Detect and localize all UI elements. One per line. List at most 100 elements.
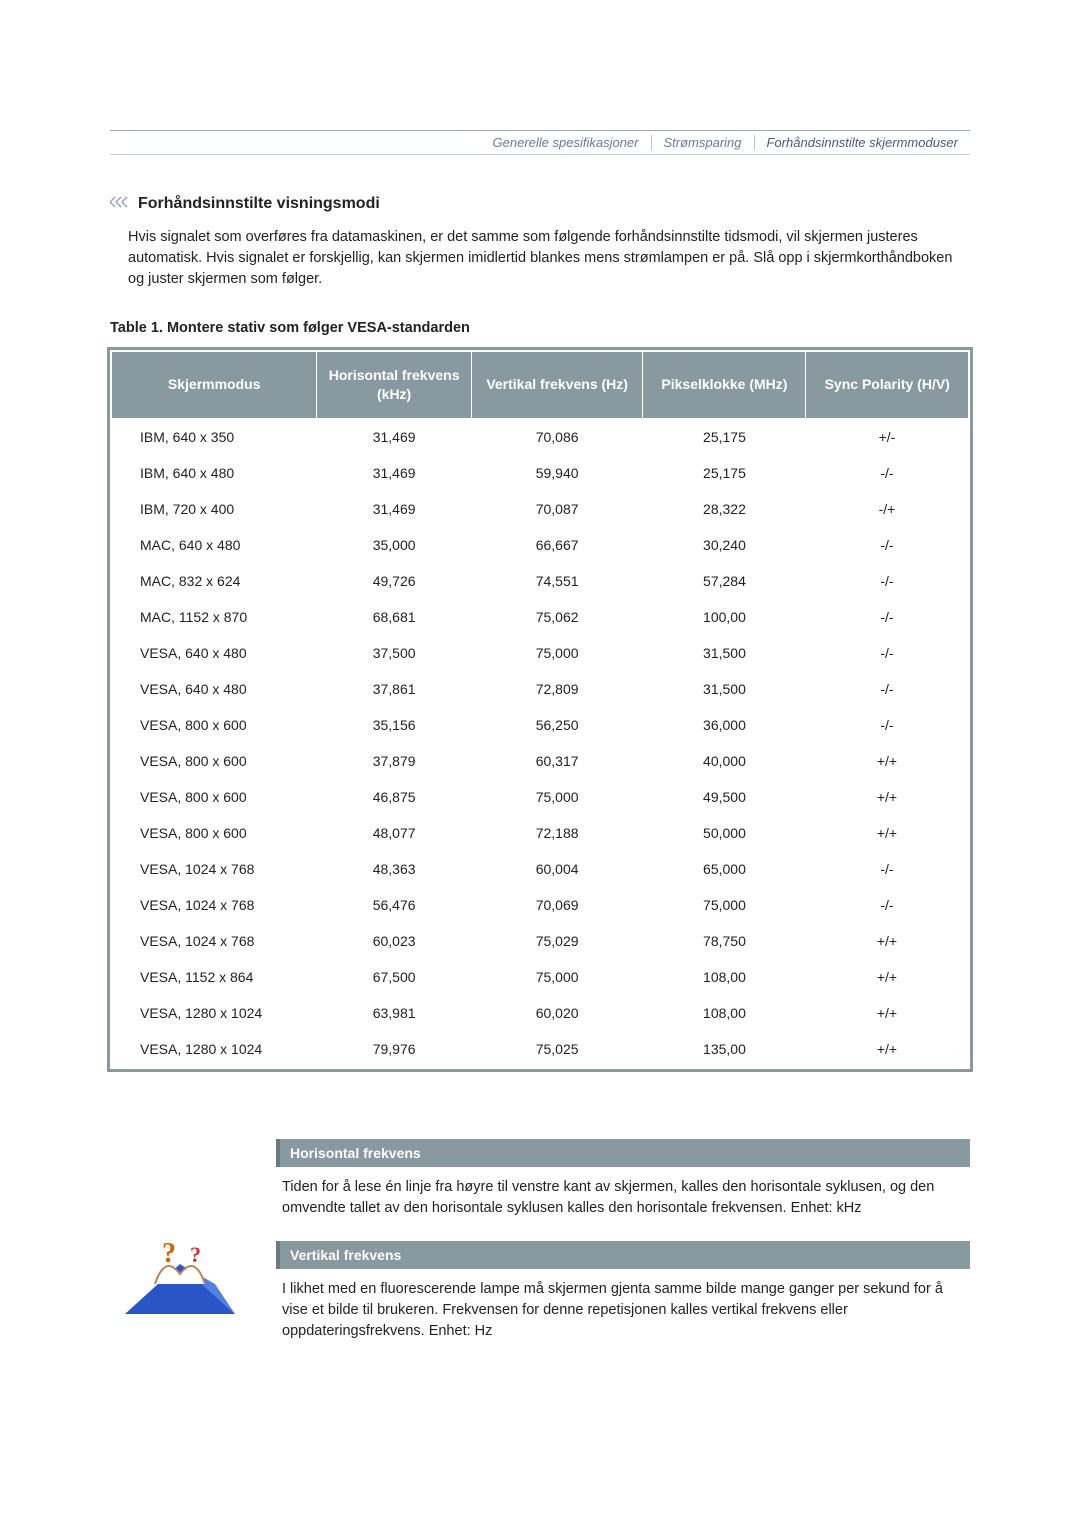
table-cell: +/+ bbox=[806, 1031, 969, 1068]
hfreq-header: Horisontal frekvens bbox=[276, 1139, 970, 1167]
table-cell: IBM, 720 x 400 bbox=[111, 491, 317, 527]
table-cell: 66,667 bbox=[471, 527, 643, 563]
table-cell: 75,025 bbox=[471, 1031, 643, 1068]
table-row: VESA, 1280 x 102463,98160,020108,00+/+ bbox=[111, 995, 969, 1031]
table-cell: 59,940 bbox=[471, 455, 643, 491]
table-row: VESA, 1024 x 76848,36360,00465,000-/- bbox=[111, 851, 969, 887]
table-cell: 67,500 bbox=[317, 959, 471, 995]
table-cell: VESA, 640 x 480 bbox=[111, 635, 317, 671]
table-row: VESA, 1280 x 102479,97675,025135,00+/+ bbox=[111, 1031, 969, 1068]
table-cell: 56,250 bbox=[471, 707, 643, 743]
table-cell: 31,469 bbox=[317, 491, 471, 527]
chevrons-icon bbox=[110, 195, 128, 213]
table-cell: 60,004 bbox=[471, 851, 643, 887]
table-cell: +/+ bbox=[806, 815, 969, 851]
table-cell: MAC, 832 x 624 bbox=[111, 563, 317, 599]
table-cell: 75,000 bbox=[471, 779, 643, 815]
table-cell: 75,000 bbox=[471, 959, 643, 995]
table-row: VESA, 800 x 60046,87575,00049,500+/+ bbox=[111, 779, 969, 815]
heading-row: Forhåndsinnstilte visningsmodi bbox=[110, 195, 970, 213]
table-cell: VESA, 1024 x 768 bbox=[111, 887, 317, 923]
table-cell: 56,476 bbox=[317, 887, 471, 923]
table-cell: 25,175 bbox=[643, 455, 806, 491]
table-cell: 65,000 bbox=[643, 851, 806, 887]
table-cell: 30,240 bbox=[643, 527, 806, 563]
table-row: VESA, 1152 x 86467,50075,000108,00+/+ bbox=[111, 959, 969, 995]
table-cell: 68,681 bbox=[317, 599, 471, 635]
table-cell: IBM, 640 x 350 bbox=[111, 418, 317, 455]
table-cell: 70,087 bbox=[471, 491, 643, 527]
th-pixclock: Pikselklokke (MHz) bbox=[643, 351, 806, 418]
table-cell: 60,023 bbox=[317, 923, 471, 959]
table-cell: 57,284 bbox=[643, 563, 806, 599]
table-cell: 49,500 bbox=[643, 779, 806, 815]
table-cell: +/+ bbox=[806, 923, 969, 959]
table-cell: VESA, 1024 x 768 bbox=[111, 923, 317, 959]
table-cell: 31,469 bbox=[317, 418, 471, 455]
table-cell: +/+ bbox=[806, 959, 969, 995]
tab-general-specs[interactable]: Generelle spesifikasjoner bbox=[481, 135, 652, 150]
vfreq-text: I likhet med en fluorescerende lampe må … bbox=[276, 1269, 970, 1364]
table-cell: 35,000 bbox=[317, 527, 471, 563]
table-cell: 75,029 bbox=[471, 923, 643, 959]
table-cell: 25,175 bbox=[643, 418, 806, 455]
table-cell: VESA, 800 x 600 bbox=[111, 707, 317, 743]
table-cell: VESA, 800 x 600 bbox=[111, 779, 317, 815]
table-row: VESA, 1024 x 76860,02375,02978,750+/+ bbox=[111, 923, 969, 959]
table-cell: -/- bbox=[806, 851, 969, 887]
info-content: Horisontal frekvens Tiden for å lese én … bbox=[276, 1139, 970, 1364]
table-cell: 50,000 bbox=[643, 815, 806, 851]
info-block: ? ? Horisontal frekvens Tiden for å lese… bbox=[110, 1139, 970, 1364]
table-cell: 72,188 bbox=[471, 815, 643, 851]
table-cell: 31,469 bbox=[317, 455, 471, 491]
vfreq-header: Vertikal frekvens bbox=[276, 1241, 970, 1269]
table-cell: 70,086 bbox=[471, 418, 643, 455]
table-cell: -/- bbox=[806, 707, 969, 743]
table-cell: 37,879 bbox=[317, 743, 471, 779]
table-cell: +/- bbox=[806, 418, 969, 455]
table-row: MAC, 640 x 48035,00066,66730,240-/- bbox=[111, 527, 969, 563]
tab-power-saving[interactable]: Strømsparing bbox=[652, 135, 755, 150]
table-caption: Table 1. Montere stativ som følger VESA-… bbox=[110, 320, 970, 336]
hfreq-text: Tiden for å lese én linje fra høyre til … bbox=[276, 1167, 970, 1241]
table-cell: -/- bbox=[806, 563, 969, 599]
display-mode-table: Skjermmodus Horisontal frekvens (kHz) Ve… bbox=[110, 350, 970, 1069]
table-cell: 108,00 bbox=[643, 959, 806, 995]
table-cell: 75,000 bbox=[643, 887, 806, 923]
table-cell: 35,156 bbox=[317, 707, 471, 743]
table-cell: VESA, 1280 x 1024 bbox=[111, 1031, 317, 1068]
table-cell: 72,809 bbox=[471, 671, 643, 707]
th-vfreq: Vertikal frekvens (Hz) bbox=[471, 351, 643, 418]
table-cell: 37,500 bbox=[317, 635, 471, 671]
table-row: VESA, 1024 x 76856,47670,06975,000-/- bbox=[111, 887, 969, 923]
table-cell: VESA, 640 x 480 bbox=[111, 671, 317, 707]
table-cell: -/- bbox=[806, 635, 969, 671]
table-row: MAC, 1152 x 87068,68175,062100,00-/- bbox=[111, 599, 969, 635]
table-cell: -/- bbox=[806, 671, 969, 707]
table-cell: VESA, 1152 x 864 bbox=[111, 959, 317, 995]
table-cell: 79,976 bbox=[317, 1031, 471, 1068]
table-cell: +/+ bbox=[806, 743, 969, 779]
table-row: IBM, 720 x 40031,46970,08728,322-/+ bbox=[111, 491, 969, 527]
table-row: MAC, 832 x 62449,72674,55157,284-/- bbox=[111, 563, 969, 599]
table-cell: 28,322 bbox=[643, 491, 806, 527]
table-cell: -/- bbox=[806, 527, 969, 563]
table-cell: VESA, 800 x 600 bbox=[111, 815, 317, 851]
table-header-row: Skjermmodus Horisontal frekvens (kHz) Ve… bbox=[111, 351, 969, 418]
table-cell: 75,000 bbox=[471, 635, 643, 671]
table-cell: 100,00 bbox=[643, 599, 806, 635]
intro-paragraph: Hvis signalet som overføres fra datamask… bbox=[128, 227, 970, 290]
th-hfreq: Horisontal frekvens (kHz) bbox=[317, 351, 471, 418]
table-row: VESA, 800 x 60048,07772,18850,000+/+ bbox=[111, 815, 969, 851]
table-cell: 74,551 bbox=[471, 563, 643, 599]
table-cell: VESA, 1024 x 768 bbox=[111, 851, 317, 887]
table-cell: 37,861 bbox=[317, 671, 471, 707]
tab-preset-modes[interactable]: Forhåndsinnstilte skjermmoduser bbox=[755, 135, 970, 150]
table-cell: 60,317 bbox=[471, 743, 643, 779]
table-cell: 48,363 bbox=[317, 851, 471, 887]
table-cell: 48,077 bbox=[317, 815, 471, 851]
page: Generelle spesifikasjoner Strømsparing F… bbox=[0, 0, 1080, 1424]
table-row: VESA, 800 x 60035,15656,25036,000-/- bbox=[111, 707, 969, 743]
section-heading: Forhåndsinnstilte visningsmodi bbox=[138, 195, 380, 213]
svg-text:?: ? bbox=[190, 1242, 201, 1267]
